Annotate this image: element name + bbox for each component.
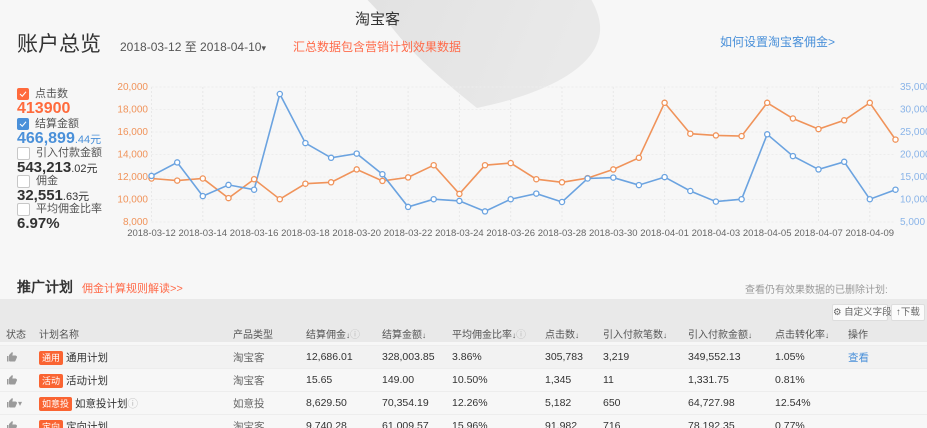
svg-text:2018-03-18: 2018-03-18	[281, 228, 330, 239]
svg-text:2018-04-01: 2018-04-01	[640, 228, 689, 239]
svg-text:25,000: 25,000	[900, 127, 927, 138]
svg-text:15,000: 15,000	[900, 172, 927, 183]
svg-text:2018-03-26: 2018-03-26	[486, 228, 535, 239]
svg-text:2018-03-28: 2018-03-28	[538, 228, 587, 239]
svg-text:2018-03-12: 2018-03-12	[127, 228, 176, 239]
svg-text:5,000: 5,000	[900, 217, 925, 228]
svg-text:16,000: 16,000	[117, 127, 148, 138]
svg-text:12,000: 12,000	[117, 172, 148, 183]
svg-text:20,000: 20,000	[117, 82, 148, 93]
svg-text:2018-03-14: 2018-03-14	[178, 228, 227, 239]
svg-text:2018-03-22: 2018-03-22	[384, 228, 433, 239]
svg-text:10,000: 10,000	[900, 195, 927, 206]
svg-text:2018-04-07: 2018-04-07	[794, 228, 843, 239]
svg-text:2018-04-03: 2018-04-03	[692, 228, 741, 239]
svg-text:30,000: 30,000	[900, 105, 927, 116]
svg-text:2018-04-09: 2018-04-09	[845, 228, 894, 239]
svg-text:2018-03-30: 2018-03-30	[589, 228, 638, 239]
svg-text:2018-04-05: 2018-04-05	[743, 228, 792, 239]
svg-text:18,000: 18,000	[117, 105, 148, 116]
svg-text:8,000: 8,000	[123, 217, 148, 228]
svg-text:10,000: 10,000	[117, 195, 148, 206]
svg-text:2018-03-20: 2018-03-20	[332, 228, 381, 239]
svg-text:14,000: 14,000	[117, 150, 148, 161]
svg-text:2018-03-24: 2018-03-24	[435, 228, 484, 239]
svg-text:20,000: 20,000	[900, 150, 927, 161]
svg-text:35,000: 35,000	[900, 82, 927, 93]
svg-text:2018-03-16: 2018-03-16	[230, 228, 279, 239]
